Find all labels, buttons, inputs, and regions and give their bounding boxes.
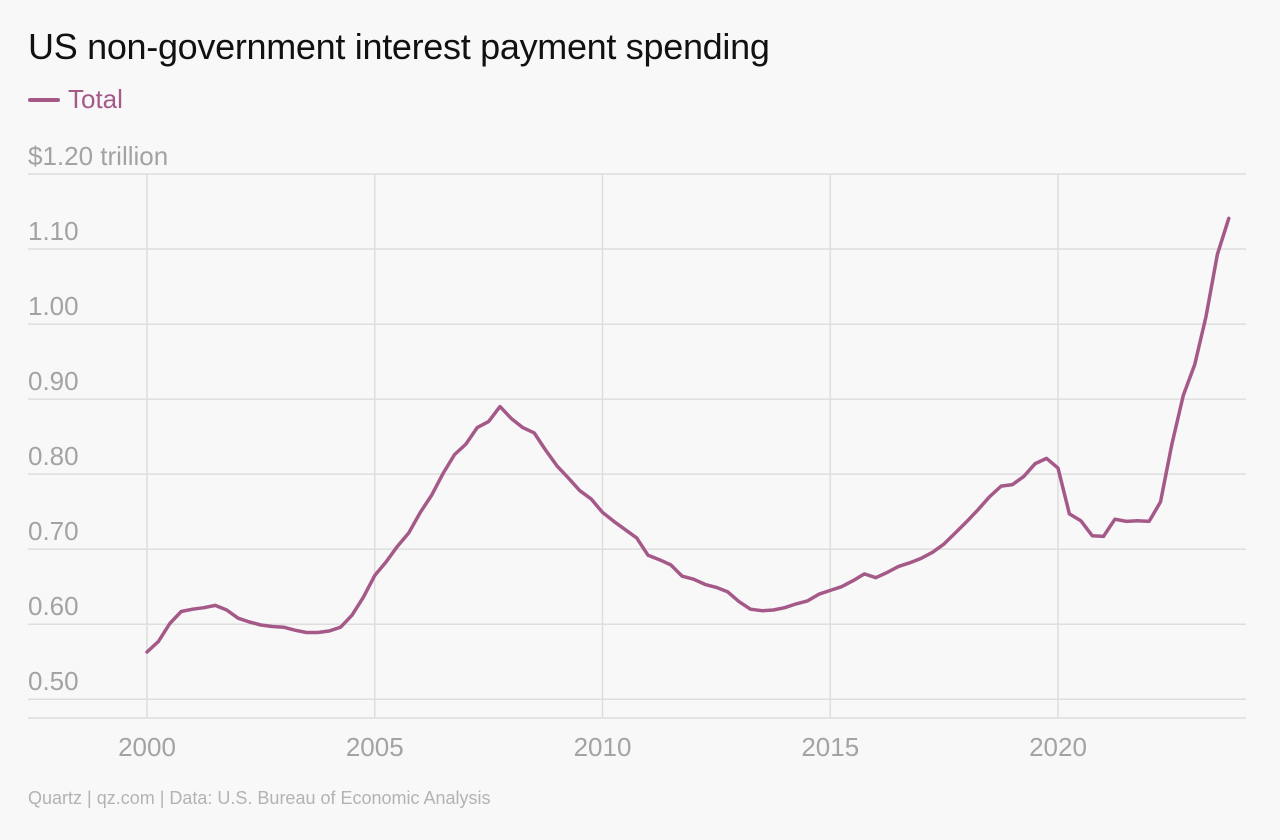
- source-note: Quartz | qz.com | Data: U.S. Bureau of E…: [28, 788, 491, 808]
- x-tick-label: 2010: [574, 732, 632, 762]
- vertical-gridlines: [146, 174, 1059, 718]
- y-axis-tick-labels: $1.20 trillion 1.10 1.00 0.90 0.80 0.70 0.60 0.…: [28, 141, 168, 696]
- legend-swatch-total: [28, 97, 60, 102]
- y-tick-label: $1.20 trillion: [28, 141, 168, 171]
- x-axis-tick-labels: 2000 2005 2010 2015 2020: [118, 732, 1087, 762]
- legend-label-total: Total: [68, 84, 123, 114]
- chart-title: US non-government interest payment spend…: [28, 26, 770, 67]
- horizontal-gridlines: [28, 173, 1246, 719]
- y-tick-label: 0.70: [28, 516, 79, 546]
- y-tick-label: 1.10: [28, 216, 79, 246]
- x-tick-label: 2000: [118, 732, 176, 762]
- x-tick-label: 2015: [801, 732, 859, 762]
- series-layer: [145, 216, 1231, 654]
- y-tick-label: 0.80: [28, 441, 79, 471]
- y-tick-label: 1.00: [28, 291, 79, 321]
- y-tick-label: 0.90: [28, 366, 79, 396]
- y-tick-label: 0.50: [28, 666, 79, 696]
- x-tick-label: 2005: [346, 732, 404, 762]
- x-tick-label: 2020: [1029, 732, 1087, 762]
- series-line-total: [145, 216, 1231, 654]
- legend: Total: [28, 84, 123, 115]
- line-chart: $1.20 trillion 1.10 1.00 0.90 0.80 0.70 0.60 0.…: [28, 141, 1246, 762]
- y-tick-label: 0.60: [28, 591, 79, 621]
